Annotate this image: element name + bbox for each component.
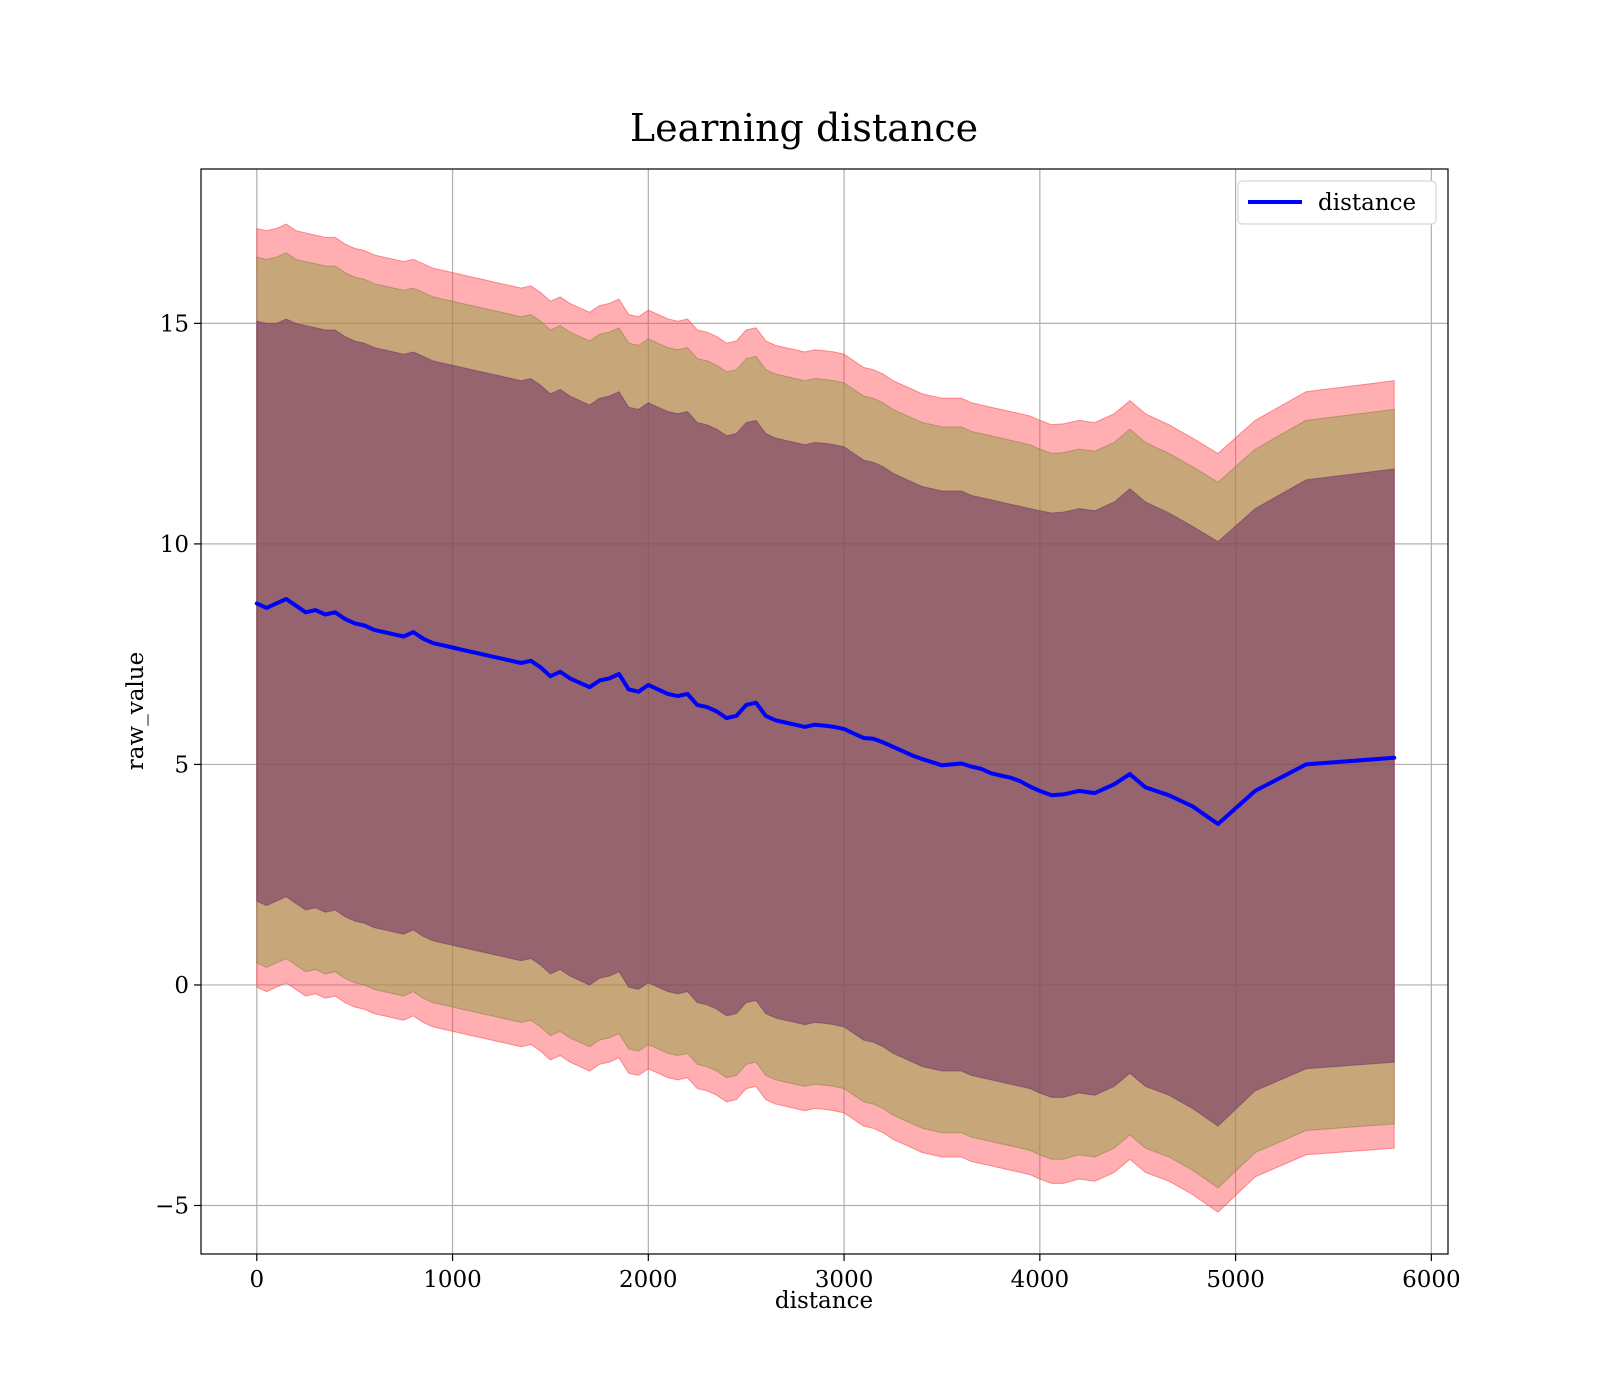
chart-title: Learning distance [630,106,978,150]
y-tick-label: 0 [174,973,189,999]
band-inner [256,318,1395,1127]
x-tick-label: 4000 [1011,1267,1070,1293]
series-lines [254,597,1397,826]
legend-label-distance: distance [1318,190,1416,216]
y-tick-label: −5 [155,1193,189,1219]
x-tick-label: 5000 [1206,1267,1265,1293]
y-axis-label: raw_value [123,652,149,770]
x-tick-label: 6000 [1402,1267,1461,1293]
x-tick-label: 3000 [815,1267,874,1293]
legend: distance [1237,180,1437,225]
y-tick-label: 10 [160,532,189,558]
confidence-bands [256,223,1395,1213]
legend-box [1237,180,1437,225]
y-axis-ticks: −5 0 5 10 15 [155,311,201,1219]
x-axis-label: distance [775,1288,873,1314]
x-tick-label: 2000 [619,1267,678,1293]
series-line-distance [254,597,1397,826]
y-tick-label: 15 [160,311,189,337]
y-tick-label: 5 [174,752,189,778]
plot-frame [200,168,1449,1255]
x-tick-label: 0 [249,1267,264,1293]
x-tick-label: 1000 [423,1267,482,1293]
x-axis-ticks: 0 1000 2000 3000 4000 5000 6000 [249,1254,1461,1293]
